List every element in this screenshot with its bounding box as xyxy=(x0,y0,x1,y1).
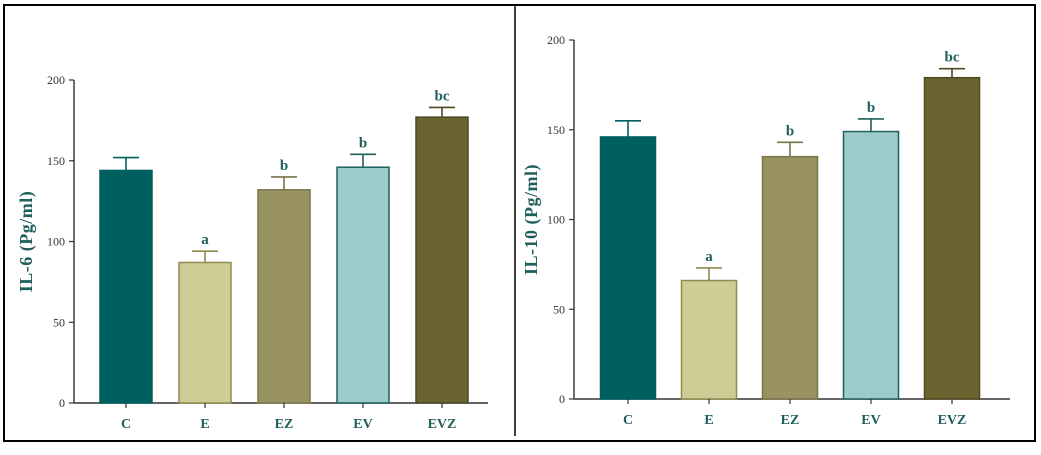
x-tick-label: C xyxy=(623,413,633,428)
y-tick-label: 50 xyxy=(553,302,565,316)
bar-ez xyxy=(257,189,311,404)
x-tick-label: EVZ xyxy=(428,417,457,432)
x-tick-label: EZ xyxy=(275,417,294,432)
y-axis-title: IL-10 (Pg/ml) xyxy=(521,164,542,275)
bar-c xyxy=(599,136,657,400)
y-tick-label: 200 xyxy=(47,73,65,87)
y-tick-label: 100 xyxy=(547,213,565,227)
x-tick-label: E xyxy=(200,417,209,432)
bar-ev xyxy=(842,130,900,400)
significance-label: b xyxy=(280,158,288,174)
significance-label: b xyxy=(867,100,875,116)
il6-chart: 0 50 100 150 200 IL-6 (Pg/ml) Ca Eb EZ b EV bc EVZ xyxy=(16,73,488,432)
significance-label: a xyxy=(705,249,713,265)
x-tick-label: E xyxy=(704,413,713,428)
bar-ev xyxy=(336,166,390,404)
significance-label: bc xyxy=(945,50,960,66)
significance-label: b xyxy=(786,123,794,139)
il10-chart: 0 50 100 150 200 IL-10 (Pg/ml) Ca Eb EZ b EV bc EVZ xyxy=(521,33,1010,428)
y-tick-label: 0 xyxy=(559,392,565,406)
x-tick-label: EVZ xyxy=(938,413,967,428)
x-tick-label: EV xyxy=(353,417,372,432)
bar-e xyxy=(680,279,738,400)
bar-evz xyxy=(923,76,981,400)
x-tick-label: EV xyxy=(861,413,880,428)
y-axis-title: IL-6 (Pg/ml) xyxy=(16,191,37,292)
x-tick-label: EZ xyxy=(781,413,800,428)
bar-c xyxy=(99,169,153,404)
y-tick-label: 150 xyxy=(547,123,565,137)
bar-e xyxy=(178,261,232,404)
y-tick-label: 100 xyxy=(47,235,65,249)
x-tick-label: C xyxy=(121,417,131,432)
y-tick-label: 0 xyxy=(59,396,65,410)
outer-frame xyxy=(3,4,1036,442)
bar-ez xyxy=(761,155,819,400)
significance-label: bc xyxy=(435,88,450,104)
y-tick-label: 50 xyxy=(53,315,65,329)
significance-label: a xyxy=(201,232,209,248)
y-tick-label: 200 xyxy=(547,33,565,47)
significance-label: b xyxy=(359,135,367,151)
y-tick-label: 150 xyxy=(47,154,65,168)
bar-evz xyxy=(415,116,469,404)
